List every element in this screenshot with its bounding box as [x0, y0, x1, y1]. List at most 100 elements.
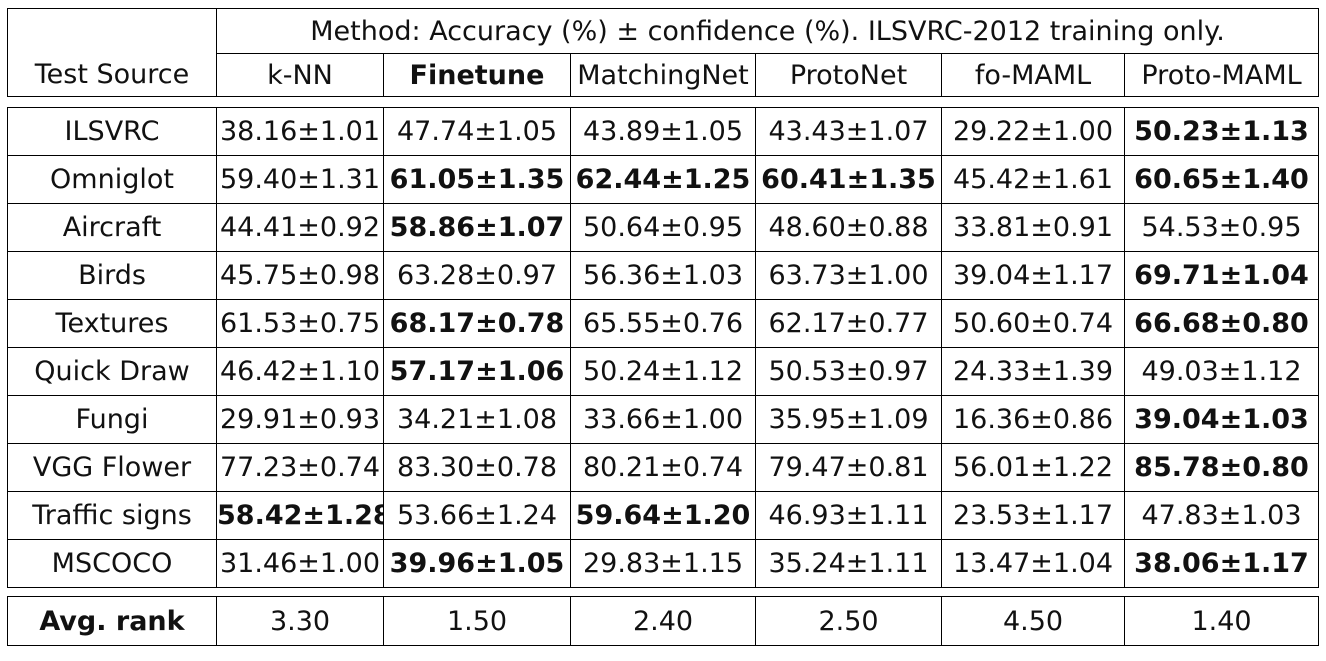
- method-header-fo-maml: fo-MAML: [941, 53, 1125, 97]
- accuracy-cell: 59.64±1.20: [570, 491, 756, 540]
- accuracy-cell: 48.60±0.88: [755, 203, 942, 252]
- accuracy-cell: 53.66±1.24: [383, 491, 571, 540]
- accuracy-cell: 56.01±1.22: [941, 443, 1125, 492]
- accuracy-cell: 62.17±0.77: [755, 299, 942, 348]
- avg-rank-value: 2.50: [755, 596, 942, 646]
- table-row: Omniglot 59.40±1.31 61.05±1.35 62.44±1.25 60…: [7, 155, 1319, 204]
- accuracy-cell: 39.04±1.03: [1124, 395, 1319, 444]
- results-header-table: Method: Accuracy (%) ± confidence (%). I…: [7, 8, 1320, 97]
- accuracy-cell: 24.33±1.39: [941, 347, 1125, 396]
- accuracy-cell: 63.73±1.00: [755, 251, 942, 300]
- accuracy-cell: 23.53±1.17: [941, 491, 1125, 540]
- table-row: Textures 61.53±0.75 68.17±0.78 65.55±0.76 62…: [7, 299, 1319, 348]
- accuracy-cell: 63.28±0.97: [383, 251, 571, 300]
- accuracy-cell: 50.53±0.97: [755, 347, 942, 396]
- accuracy-cell: 47.74±1.05: [383, 107, 571, 156]
- avg-rank-table: Avg. rank 3.30 1.50 2.40 2.50 4.50 1.40: [7, 596, 1319, 646]
- accuracy-cell: 44.41±0.92: [216, 203, 384, 252]
- accuracy-cell: 66.68±0.80: [1124, 299, 1319, 348]
- table-row: Aircraft 44.41±0.92 58.86±1.07 50.64±0.95 48…: [7, 203, 1319, 252]
- accuracy-cell: 69.71±1.04: [1124, 251, 1319, 300]
- test-source-cell: Birds: [7, 251, 217, 300]
- accuracy-cell: 83.30±0.78: [383, 443, 571, 492]
- test-source-cell: Traffic signs: [7, 491, 217, 540]
- accuracy-cell: 54.53±0.95: [1124, 203, 1319, 252]
- accuracy-cell: 35.95±1.09: [755, 395, 942, 444]
- accuracy-cell: 45.42±1.61: [941, 155, 1125, 204]
- accuracy-cell: 29.22±1.00: [941, 107, 1125, 156]
- method-header-k-nn: k-NN: [216, 53, 384, 97]
- accuracy-cell: 34.21±1.08: [383, 395, 571, 444]
- table-row: MSCOCO 31.46±1.00 39.96±1.05 29.83±1.15 35.2…: [7, 539, 1319, 588]
- test-source-cell: ILSVRC: [7, 107, 217, 156]
- table-row: Traffic signs 58.42±1.28 53.66±1.24 59.64±1…: [7, 491, 1319, 540]
- test-source-cell: Fungi: [7, 395, 217, 444]
- accuracy-cell: 33.81±0.91: [941, 203, 1125, 252]
- method-header-protonet: ProtoNet: [755, 53, 942, 97]
- accuracy-cell: 39.96±1.05: [383, 539, 571, 588]
- test-source-cell: Aircraft: [7, 203, 217, 252]
- accuracy-cell: 60.41±1.35: [755, 155, 942, 204]
- test-source-header: Test Source: [7, 53, 217, 97]
- avg-rank-value: 2.40: [570, 596, 756, 646]
- accuracy-cell: 46.42±1.10: [216, 347, 384, 396]
- accuracy-cell: 79.47±0.81: [755, 443, 942, 492]
- results-body-table: ILSVRC 38.16±1.01 47.74±1.05 43.89±1.05 43.4…: [7, 107, 1319, 588]
- accuracy-cell: 68.17±0.78: [383, 299, 571, 348]
- accuracy-cell: 50.24±1.12: [570, 347, 756, 396]
- accuracy-cell: 49.03±1.12: [1124, 347, 1319, 396]
- accuracy-cell: 57.17±1.06: [383, 347, 571, 396]
- accuracy-cell: 50.64±0.95: [570, 203, 756, 252]
- test-source-cell: VGG Flower: [7, 443, 217, 492]
- avg-rank-value: 1.40: [1124, 596, 1319, 646]
- table-row: Fungi 29.91±0.93 34.21±1.08 33.66±1.00 35.95…: [7, 395, 1319, 444]
- accuracy-cell: 50.60±0.74: [941, 299, 1125, 348]
- accuracy-cell: 39.04±1.17: [941, 251, 1125, 300]
- table-row: Quick Draw 46.42±1.10 57.17±1.06 50.24±1.12…: [7, 347, 1319, 396]
- test-source-cell: MSCOCO: [7, 539, 217, 588]
- accuracy-cell: 13.47±1.04: [941, 539, 1125, 588]
- avg-rank-label: Avg. rank: [7, 596, 217, 646]
- accuracy-cell: 65.55±0.76: [570, 299, 756, 348]
- method-header-finetune: Finetune: [383, 53, 571, 97]
- accuracy-cell: 77.23±0.74: [216, 443, 384, 492]
- method-header-matchingnet: MatchingNet: [570, 53, 756, 97]
- accuracy-cell: 38.16±1.01: [216, 107, 384, 156]
- avg-rank-value: 1.50: [383, 596, 571, 646]
- accuracy-cell: 33.66±1.00: [570, 395, 756, 444]
- accuracy-cell: 56.36±1.03: [570, 251, 756, 300]
- accuracy-cell: 58.86±1.07: [383, 203, 571, 252]
- table-row: ILSVRC 38.16±1.01 47.74±1.05 43.89±1.05 43.4…: [7, 107, 1319, 156]
- accuracy-cell: 50.23±1.13: [1124, 107, 1319, 156]
- test-source-cell: Omniglot: [7, 155, 217, 204]
- avg-rank-value: 3.30: [216, 596, 384, 646]
- accuracy-cell: 35.24±1.11: [755, 539, 942, 588]
- table-caption: Method: Accuracy (%) ± confidence (%). I…: [215, 8, 1320, 54]
- accuracy-cell: 29.91±0.93: [216, 395, 384, 444]
- accuracy-cell: 62.44±1.25: [570, 155, 756, 204]
- test-source-cell: Textures: [7, 299, 217, 348]
- accuracy-cell: 47.83±1.03: [1124, 491, 1319, 540]
- accuracy-cell: 38.06±1.17: [1124, 539, 1319, 588]
- table-row: Birds 45.75±0.98 63.28±0.97 56.36±1.03 63.73…: [7, 251, 1319, 300]
- accuracy-cell: 58.42±1.28: [216, 491, 384, 540]
- avg-rank-value: 4.50: [941, 596, 1125, 646]
- accuracy-cell: 16.36±0.86: [941, 395, 1125, 444]
- accuracy-cell: 45.75±0.98: [216, 251, 384, 300]
- accuracy-cell: 80.21±0.74: [570, 443, 756, 492]
- accuracy-cell: 46.93±1.11: [755, 491, 942, 540]
- accuracy-cell: 61.53±0.75: [216, 299, 384, 348]
- accuracy-cell: 61.05±1.35: [383, 155, 571, 204]
- results-table-container: Method: Accuracy (%) ± confidence (%). I…: [7, 8, 1320, 646]
- accuracy-cell: 43.43±1.07: [755, 107, 942, 156]
- accuracy-cell: 59.40±1.31: [216, 155, 384, 204]
- header-corner: [7, 8, 217, 54]
- accuracy-cell: 31.46±1.00: [216, 539, 384, 588]
- method-header-proto-maml: Proto-MAML: [1123, 53, 1320, 97]
- accuracy-cell: 43.89±1.05: [570, 107, 756, 156]
- accuracy-cell: 60.65±1.40: [1124, 155, 1319, 204]
- accuracy-cell: 85.78±0.80: [1124, 443, 1319, 492]
- table-row: VGG Flower 77.23±0.74 83.30±0.78 80.21±0.74…: [7, 443, 1319, 492]
- accuracy-cell: 29.83±1.15: [570, 539, 756, 588]
- test-source-cell: Quick Draw: [7, 347, 217, 396]
